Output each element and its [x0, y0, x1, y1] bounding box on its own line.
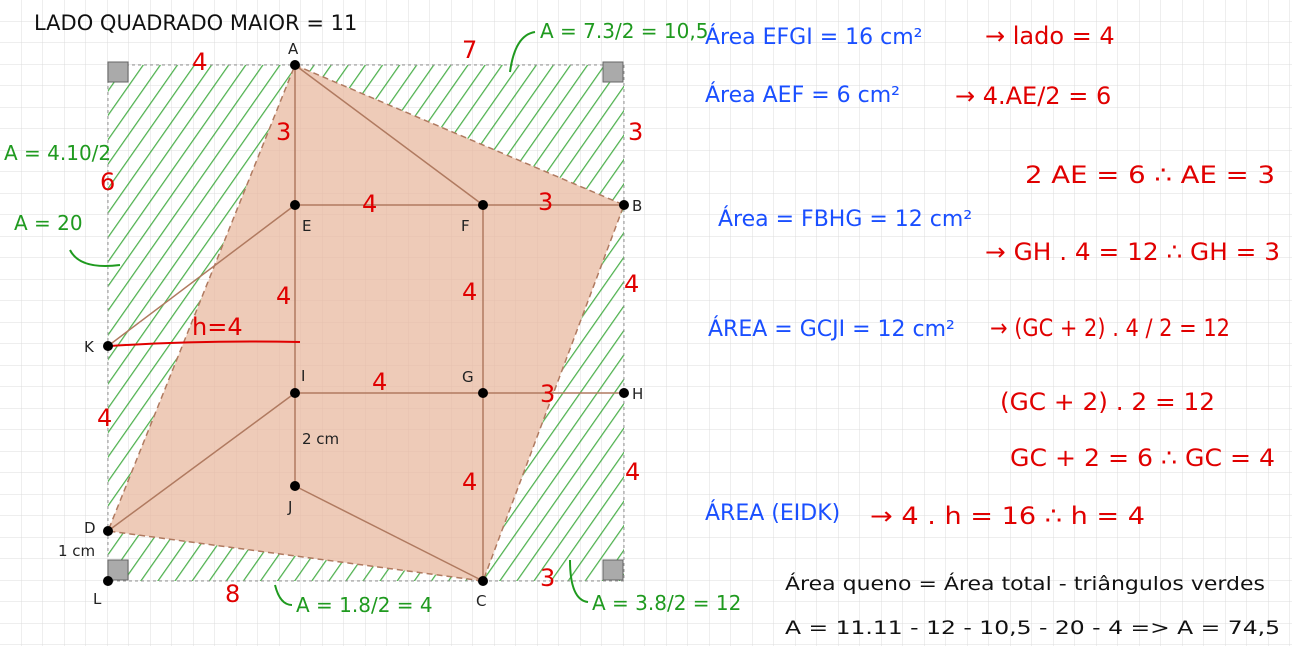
equation: GC + 2 = 6 ∴ GC = 4	[1010, 444, 1275, 472]
equation: → GH . 4 = 12 ∴ GH = 3	[985, 238, 1280, 266]
area-note: A = 4.10/2	[4, 141, 111, 165]
point-label: B	[632, 197, 642, 215]
segments	[107, 64, 624, 582]
segment-label: 4	[97, 404, 112, 432]
equation: → 4.AE/2 = 6	[955, 82, 1111, 110]
area-statement: Área EFGI = 16 cm²	[705, 24, 922, 50]
area-note: A = 7.3/2 = 10,5	[540, 19, 708, 43]
point	[290, 200, 300, 210]
segment-label: 8	[225, 580, 240, 608]
point	[478, 576, 488, 586]
equation: 2 AE = 6 ∴ AE = 3	[1025, 161, 1275, 189]
title: LADO QUADRADO MAIOR = 11	[34, 11, 357, 35]
height-line	[109, 340, 301, 347]
segment-label: 3	[540, 380, 555, 408]
segment-label: 4	[362, 190, 377, 218]
point-labels: A B C D E F G H I J K L 2 cm 1 cm	[58, 40, 643, 610]
point-label: C	[476, 592, 486, 610]
arrow	[274, 584, 293, 606]
equation: → 4 . h = 16 ∴ h = 4	[870, 502, 1145, 530]
outer-square	[107, 64, 625, 582]
area-note: A = 3.8/2 = 12	[592, 591, 741, 615]
conclusion: A = 11.11 - 12 - 10,5 - 20 - 4 => A = 74…	[785, 617, 1280, 639]
segment	[294, 64, 484, 206]
segment-label: 3	[538, 188, 553, 216]
point-label: A	[288, 40, 299, 58]
area-statement: ÁREA = GCJI = 12 cm²	[708, 316, 955, 342]
green-notes: A = 7.3/2 = 10,5 A = 4.10/2 A = 20 A = 1…	[4, 19, 741, 617]
point	[478, 200, 488, 210]
segment-label: 4	[462, 278, 477, 306]
points	[103, 60, 629, 586]
area-statement: Área = FBHG = 12 cm²	[718, 206, 972, 232]
segment	[107, 392, 296, 532]
point-label: J	[287, 498, 292, 516]
segment-label: 6	[100, 168, 115, 196]
area-note: A = 1.8/2 = 4	[296, 593, 433, 617]
point-label: G	[462, 368, 474, 386]
segment-label: 4	[192, 48, 207, 76]
area-statement: Área AEF = 6 cm²	[705, 82, 900, 108]
point	[103, 341, 113, 351]
point	[103, 576, 113, 586]
conclusion: Área queno = Área total - triângulos ver…	[785, 572, 1265, 595]
quadrilateral	[106, 64, 625, 582]
equation: → (GC + 2) . 4 / 2 = 12	[990, 314, 1230, 342]
point	[478, 388, 488, 398]
point	[619, 388, 629, 398]
corner-marker	[602, 61, 624, 83]
point	[103, 526, 113, 536]
segment-label: 4	[625, 458, 640, 486]
area-note: A = 20	[14, 211, 83, 235]
segment-label: 4	[624, 270, 639, 298]
segment-label: 4	[372, 368, 387, 396]
measure-label: 2 cm	[302, 430, 339, 448]
equation: → lado = 4	[985, 22, 1115, 50]
segment-label: 4	[462, 468, 477, 496]
arrow	[569, 559, 589, 603]
area-statement: ÁREA (EIDK)	[705, 500, 840, 526]
point	[290, 481, 300, 491]
segment-label: h=4	[192, 313, 243, 341]
point-label: E	[302, 217, 311, 235]
point-label: I	[301, 367, 305, 385]
arrow	[69, 249, 121, 267]
point	[290, 60, 300, 70]
corner-marker	[107, 559, 129, 581]
segment-label: 7	[462, 36, 477, 64]
point-label: D	[84, 519, 96, 537]
point-label: F	[461, 217, 470, 235]
corner-marker	[602, 559, 624, 581]
segment-labels: 4 7 3 6 3 4 3 4 4 4 h=4 4 3 4 4 4 8 3	[97, 36, 643, 608]
point	[290, 388, 300, 398]
point-label: L	[93, 590, 102, 608]
point	[619, 200, 629, 210]
solution: Área EFGI = 16 cm² Área AEF = 6 cm² Área…	[705, 22, 1280, 639]
equation: (GC + 2) . 2 = 12	[1000, 388, 1215, 416]
segment-label: 3	[540, 564, 555, 592]
measure-label: 1 cm	[58, 542, 95, 560]
point-label: H	[632, 385, 643, 403]
segment	[107, 204, 296, 347]
point-label: K	[84, 338, 95, 356]
segment-label: 3	[628, 118, 643, 146]
segment-label: 4	[276, 282, 291, 310]
corner-marker	[107, 61, 129, 83]
segment-label: 3	[276, 118, 291, 146]
segment	[294, 485, 484, 582]
arrow	[509, 31, 536, 73]
